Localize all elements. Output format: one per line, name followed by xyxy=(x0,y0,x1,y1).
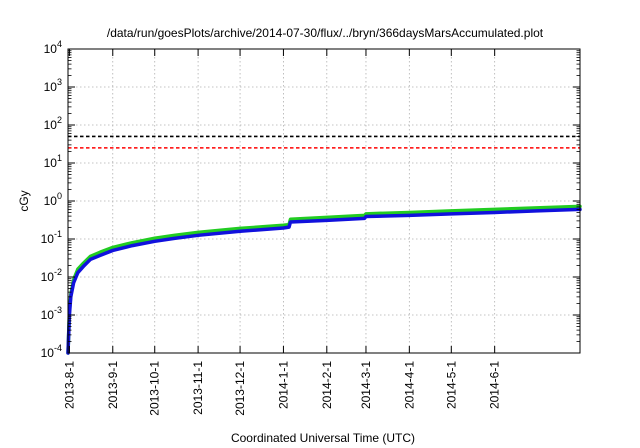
x-tick-label: 2014-4-1 xyxy=(402,361,416,409)
series-line-2 xyxy=(66,207,582,355)
x-tick-label: 2014-3-1 xyxy=(359,361,373,409)
x-tick-label: 2013-10-1 xyxy=(148,361,162,416)
x-tick-labels: 2013-8-1 2013-9-1 2013-10-1 2013-11-1 2013-1… xyxy=(62,361,501,416)
y-tick-exponent: 0 xyxy=(57,191,62,201)
x-tick-label: 2013-12-1 xyxy=(233,361,247,416)
y-tick-exponent: 1 xyxy=(57,153,62,163)
y-tick-label: 101 xyxy=(44,153,62,170)
x-tick-label: 2014-6-1 xyxy=(488,361,502,409)
y-tick-base: 10 xyxy=(41,270,55,284)
x-axis-label: Coordinated Universal Time (UTC) xyxy=(231,431,415,445)
y-tick-base: 10 xyxy=(44,194,58,208)
y-tick-exponent: 3 xyxy=(57,77,62,87)
axis-ticks xyxy=(68,48,580,354)
reference-lines xyxy=(68,135,580,149)
series-lines xyxy=(66,204,582,355)
x-tick-label: 2014-2-1 xyxy=(320,361,334,409)
y-tick-base: 10 xyxy=(44,156,58,170)
y-tick-exponent: -1 xyxy=(54,229,62,239)
x-tick-label: 2013-11-1 xyxy=(191,361,205,415)
y-tick-label: 104 xyxy=(44,39,62,56)
y-tick-label: 100 xyxy=(44,191,62,208)
y-tick-exponent: 2 xyxy=(57,115,62,125)
x-tick-label: 2013-9-1 xyxy=(106,361,120,409)
y-tick-exponent: -3 xyxy=(54,305,62,315)
y-tick-label: 10-3 xyxy=(41,305,62,322)
y-tick-base: 10 xyxy=(41,346,55,360)
y-tick-exponent: -4 xyxy=(54,343,62,353)
x-tick-label: 2014-1-1 xyxy=(276,361,290,409)
y-tick-label: 10-4 xyxy=(41,343,62,360)
y-tick-exponent: -2 xyxy=(54,267,62,277)
y-tick-base: 10 xyxy=(41,308,55,322)
chart-title: /data/run/goesPlots/archive/2014-07-30/f… xyxy=(107,26,544,40)
y-tick-label: 102 xyxy=(44,115,62,132)
y-tick-base: 10 xyxy=(44,80,58,94)
y-tick-base: 10 xyxy=(41,232,55,246)
y-axis-label: cGy xyxy=(17,190,31,211)
y-tick-label: 10-1 xyxy=(41,229,62,246)
y-tick-label: 103 xyxy=(44,77,62,94)
x-tick-label: 2013-8-1 xyxy=(62,361,76,409)
x-tick-label: 2014-5-1 xyxy=(444,361,458,409)
y-tick-base: 10 xyxy=(44,42,58,56)
series-line-1 xyxy=(66,204,582,355)
y-tick-exponent: 4 xyxy=(57,39,62,49)
y-tick-base: 10 xyxy=(44,118,58,132)
y-tick-label: 10-2 xyxy=(41,267,62,284)
